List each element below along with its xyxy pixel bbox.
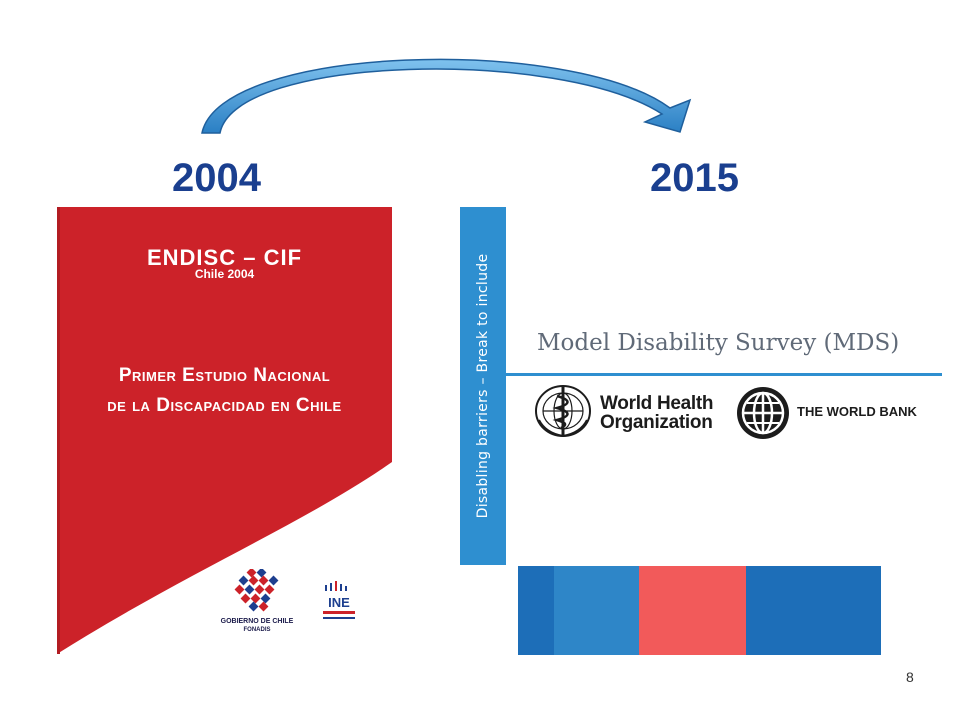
cover-heading-line1: Primer Estudio Nacional	[118, 365, 331, 386]
world-bank-globe-icon	[737, 387, 789, 439]
page-number: 8	[906, 669, 914, 685]
gobierno-label: GOBIERNO DE CHILE	[220, 618, 294, 625]
mds-divider	[506, 373, 942, 376]
who-line1: World Health	[600, 393, 714, 414]
vertical-banner: Disabling barriers – Break to include	[460, 207, 506, 565]
who-line2: Organization	[600, 412, 713, 433]
vertical-banner-text: Disabling barriers – Break to include	[475, 253, 491, 519]
color-flag-block	[518, 566, 881, 655]
year-end-label: 2015	[650, 156, 739, 200]
ine-logo-icon	[323, 581, 355, 619]
curved-arrow-icon	[201, 58, 692, 134]
who-logo-text: World Health Organization	[600, 393, 714, 433]
cover-subtitle: Chile 2004	[194, 267, 255, 281]
world-bank-label: THE WORLD BANK	[797, 404, 917, 419]
cover-heading-line2: de la Discapacidad en Chile	[107, 395, 342, 416]
who-emblem-icon	[535, 385, 591, 438]
ine-label: INE	[328, 595, 350, 610]
endisc-report-cover: ENDISC – CIF Chile 2004 Primer Estudio N…	[57, 207, 392, 654]
cover-title: ENDISC – CIF	[146, 245, 303, 270]
mds-title: Model Disability Survey (MDS)	[537, 330, 900, 356]
fonadis-label: FONADIS	[243, 627, 271, 633]
year-start-label: 2004	[172, 156, 261, 200]
gobierno-de-chile-logo-icon	[234, 569, 279, 612]
cover-background	[57, 207, 392, 654]
